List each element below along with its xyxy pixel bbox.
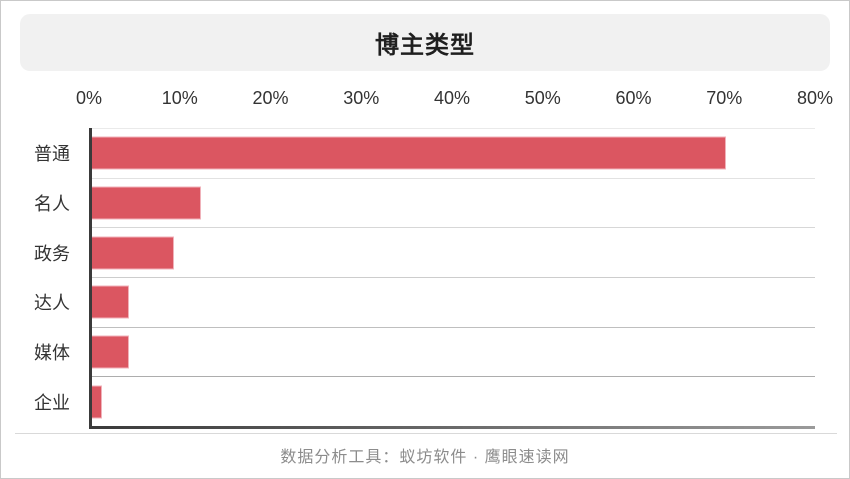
x-tick-label: 20% — [252, 88, 289, 108]
x-tick-label: 60% — [615, 88, 652, 108]
bar-row: 名人 — [34, 177, 815, 228]
plot-area: 普通名人政务达人媒体企业 — [34, 128, 815, 429]
bar — [92, 136, 726, 170]
x-tick-label: 30% — [343, 88, 380, 108]
x-tick-label: 40% — [433, 88, 471, 108]
x-axis: 0% 10% 20% 30% 40% 50% 60% 70% 80% — [76, 88, 833, 114]
bar — [92, 385, 103, 419]
category-label: 名人 — [34, 194, 70, 214]
chart-title: 博主类型 — [375, 32, 475, 59]
category-label: 普通 — [34, 144, 70, 165]
bar-row: 普通 — [34, 128, 815, 178]
footer: 数据分析工具：蚁坊软件 · 鹰眼速读网 — [1, 437, 849, 473]
x-tick-label: 10% — [161, 88, 198, 108]
category-label: 政务 — [34, 243, 70, 264]
x-tick-label: 50% — [524, 88, 561, 108]
x-tick-label: 70% — [706, 88, 743, 108]
x-tick-label: 80% — [796, 88, 834, 108]
bar-row: 企业 — [34, 376, 815, 426]
category-label: 达人 — [34, 293, 70, 314]
bar-row: 政务 — [34, 227, 815, 277]
category-label: 媒体 — [34, 343, 70, 364]
bar-row: 媒体 — [34, 326, 815, 377]
bar — [92, 335, 130, 369]
x-tick-label: 0% — [75, 88, 103, 108]
bar — [92, 186, 202, 220]
footer-divider — [15, 433, 837, 434]
category-label: 企业 — [34, 392, 70, 413]
footer-text: 数据分析工具：蚁坊软件 · 鹰眼速读网 — [280, 449, 570, 466]
bar — [92, 236, 175, 270]
chart-title-banner: 博主类型 — [20, 14, 830, 71]
bar-row: 达人 — [34, 277, 815, 327]
bar — [92, 285, 130, 319]
